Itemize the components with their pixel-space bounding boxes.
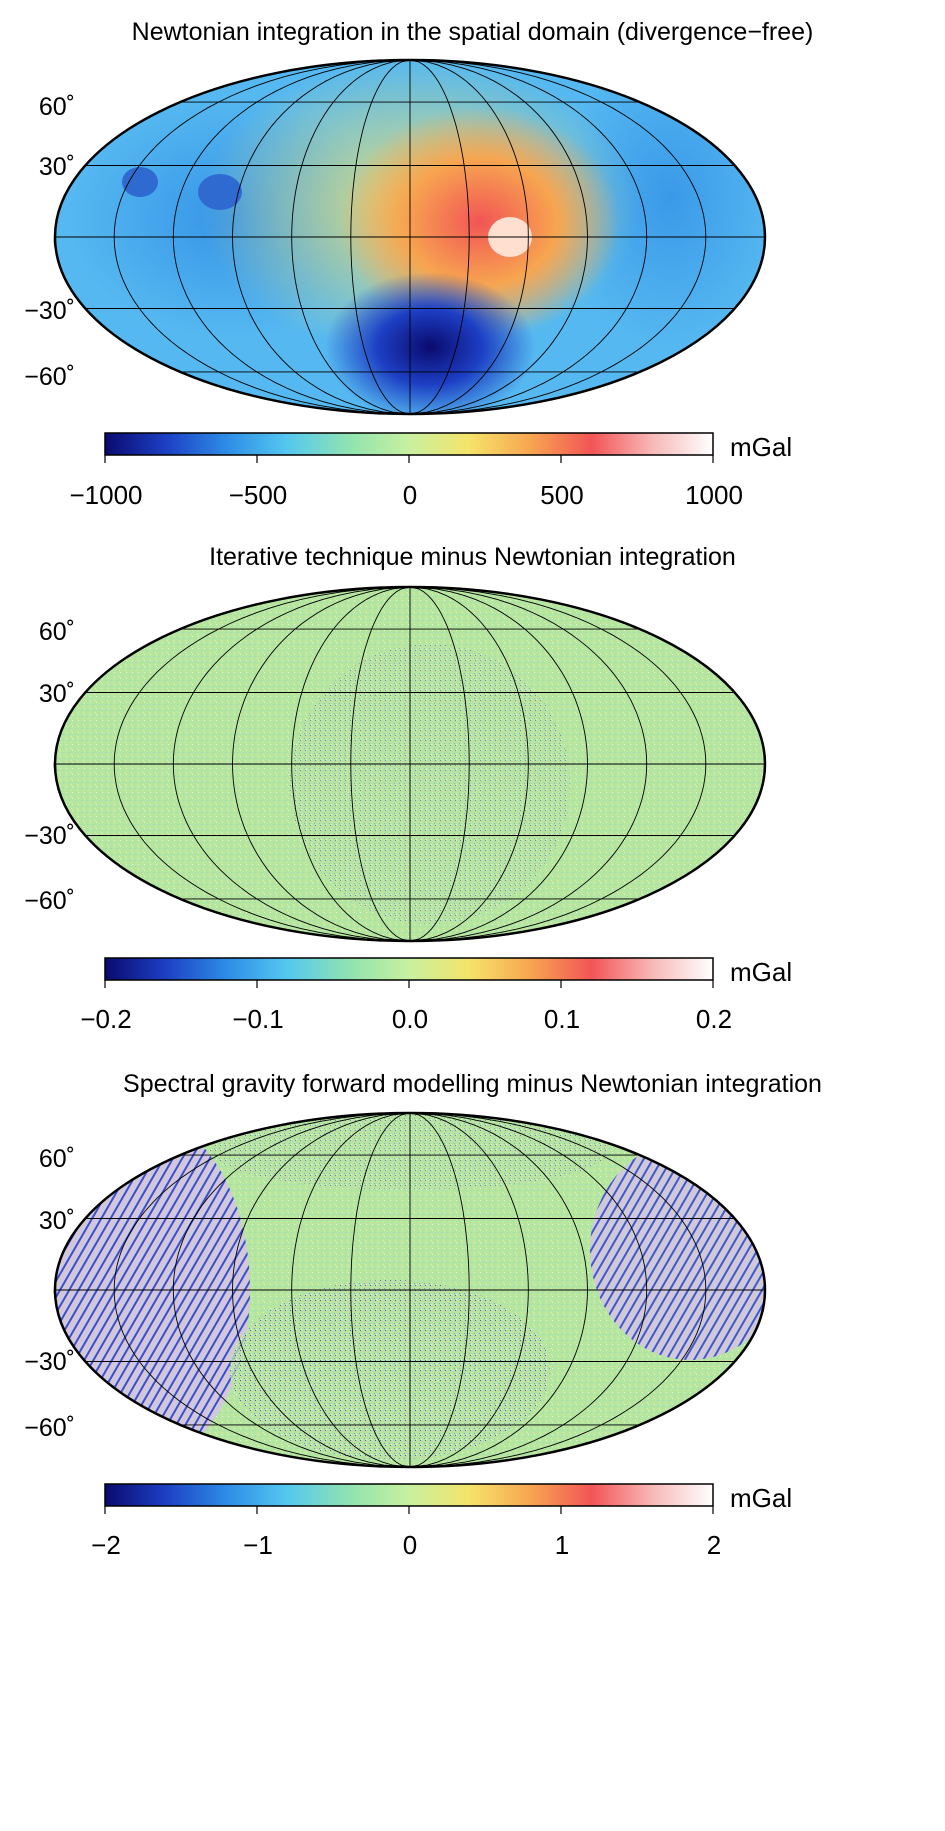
panel-3-map — [53, 1111, 767, 1514]
panel-2-meridian — [113, 586, 411, 942]
panel-1-meridian — [232, 59, 411, 415]
panel-1-colorbar-tick: 0 — [402, 480, 418, 510]
panel-1-meridian — [350, 59, 411, 415]
panel-1-meridian — [409, 59, 707, 415]
panel-1-lat-label-60s: −60˚ — [24, 363, 75, 391]
panel-3-colorbar — [104, 1483, 714, 1507]
panel-2-meridian — [232, 586, 411, 942]
panel-1-colorbar-tick: −500 — [228, 480, 288, 510]
panel-1-meridian — [409, 59, 588, 415]
panel-2-meridian — [409, 586, 707, 942]
panel-1-meridian — [113, 59, 411, 415]
panel-3-meridian — [350, 1112, 411, 1468]
panel-2-residual-cluster — [290, 644, 570, 924]
panel-1-crater-west — [198, 174, 242, 210]
panel-3-map-outline — [53, 1111, 767, 1469]
panel-2-lat-label-30n: 30˚ — [38, 680, 75, 708]
panel-1-meridian — [409, 59, 529, 415]
panel-3-meridian — [232, 1112, 411, 1468]
panel-2-meridian — [409, 586, 470, 942]
panel-1-map-outline — [53, 58, 767, 416]
panel-2-map — [53, 585, 767, 988]
panel-2-colorbar-tick: 0.0 — [391, 1004, 429, 1034]
panel-3-meridian — [172, 1112, 411, 1468]
panel-1-meridian — [409, 59, 470, 415]
panel-1-colorbar-tick: 500 — [540, 480, 584, 510]
panel-2-lat-label-60s: −60˚ — [24, 887, 75, 915]
panel-3-colorbar-tick: 2 — [706, 1530, 722, 1560]
panel-2-colorbar — [104, 957, 714, 981]
panel-2-meridian — [409, 586, 588, 942]
panel-2-lat-label-60n: 60˚ — [38, 618, 75, 646]
panel-1-colorbar-tick: −1000 — [69, 480, 143, 510]
panel-2-meridian — [409, 586, 648, 942]
panel-1-colorbar-tick: 1000 — [685, 480, 743, 510]
panel-2-map-outline — [53, 585, 767, 943]
panel-3-colorbar-tick: 1 — [554, 1530, 570, 1560]
panel-3-meridian — [409, 1112, 648, 1468]
panel-3-lat-label-60n: 60˚ — [38, 1145, 75, 1173]
panel-2-meridian — [172, 586, 411, 942]
panel-3-southern-residuals — [230, 1280, 550, 1460]
panel-3-colorbar-tick: −1 — [243, 1530, 273, 1560]
panel-1-meridian — [291, 59, 411, 415]
panel-1-crater-far-west — [122, 167, 158, 197]
panel-2-colorbar-tick: −0.2 — [80, 1004, 132, 1034]
panel-1-colorbar — [104, 432, 714, 456]
panel-1-lat-label-30s: −30˚ — [24, 297, 75, 325]
panel-1-colorbar-unit: mGal — [730, 432, 793, 462]
panel-3-colorbar-tick: 0 — [402, 1530, 418, 1560]
panel-2-colorbar-unit: mGal — [730, 957, 793, 987]
panel-1-meridian — [172, 59, 411, 415]
panel-2-colorbar-tick: −0.1 — [232, 1004, 284, 1034]
panel-3-title: Spectral gravity forward modelling minus… — [123, 1070, 822, 1098]
panel-2-title: Iterative technique minus Newtonian inte… — [209, 543, 736, 571]
panel-3-meridian — [409, 1112, 529, 1468]
panel-1-map — [53, 58, 767, 463]
panel-1-title: Newtonian integration in the spatial dom… — [131, 18, 814, 46]
panel-3-lat-label-60s: −60˚ — [24, 1414, 75, 1442]
panel-3-eastern-ringing — [590, 1140, 765, 1360]
panel-3-meridian — [113, 1112, 411, 1468]
panel-3-meridian — [409, 1112, 707, 1468]
panel-3-lat-label-30n: 30˚ — [38, 1207, 75, 1235]
panel-3-lat-label-30s: −30˚ — [24, 1348, 75, 1376]
panel-1-meridian — [409, 59, 648, 415]
panel-2-meridian — [291, 586, 411, 942]
panel-2-lat-label-30s: −30˚ — [24, 822, 75, 850]
panel-2-meridian — [350, 586, 411, 942]
panel-2-meridian — [409, 586, 529, 942]
panel-1-lat-label-60n: 60˚ — [38, 93, 75, 121]
panel-1-lat-label-30n: 30˚ — [38, 153, 75, 181]
panel-2-colorbar-tick: 0.1 — [543, 1004, 581, 1034]
panel-3-meridian — [409, 1112, 588, 1468]
panel-3-meridian — [409, 1112, 470, 1468]
panel-3-colorbar-unit: mGal — [730, 1483, 793, 1513]
panel-3-colorbar-tick: −2 — [91, 1530, 121, 1560]
panel-3-meridian — [291, 1112, 411, 1468]
panel-2-colorbar-tick: 0.2 — [695, 1004, 733, 1034]
